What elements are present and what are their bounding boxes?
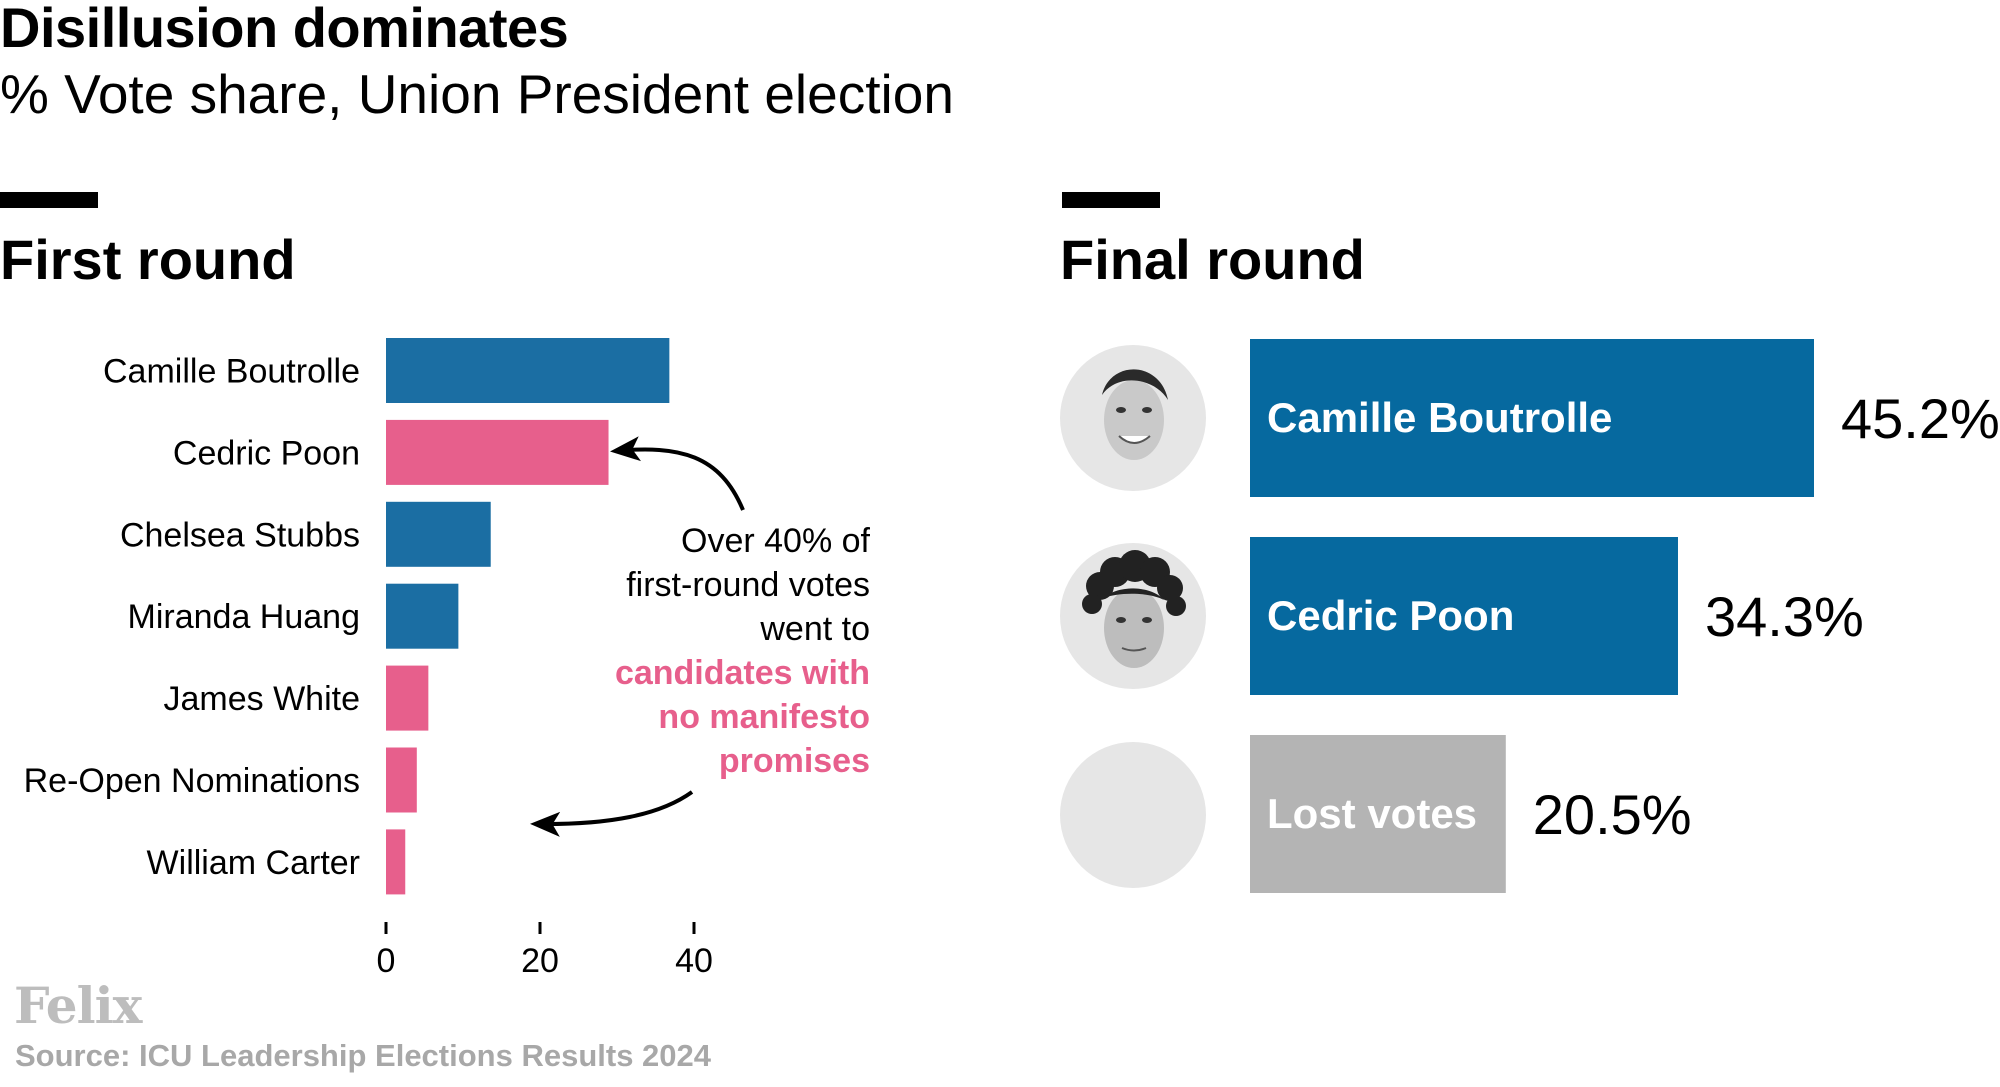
- annotation-line-3: went to: [759, 610, 870, 648]
- final-round-bar-label: Camille Boutrolle: [1267, 394, 1612, 441]
- first-round-bars: [386, 338, 670, 895]
- first-round-bar: [386, 665, 429, 731]
- final-round-bar-label: Cedric Poon: [1267, 592, 1514, 639]
- annotation-line-1: Over 40% of: [681, 522, 871, 560]
- final-round-bar-label: Lost votes: [1267, 790, 1477, 837]
- x-tick-label: 20: [521, 942, 559, 980]
- final-round-value-label: 34.3%: [1705, 585, 1864, 648]
- first-round-category-label: William Carter: [147, 844, 360, 882]
- final-round-title: Final round: [1060, 228, 1365, 291]
- source-note: Source: ICU Leadership Elections Results…: [15, 1038, 712, 1073]
- first-round-category-label: James White: [164, 680, 361, 718]
- chart-subtitle: % Vote share, Union President election: [0, 63, 954, 125]
- final-round-value-label: 20.5%: [1533, 783, 1692, 846]
- x-tick-label: 40: [675, 942, 713, 980]
- annotation-text: Over 40% of first-round votes went to ca…: [615, 522, 871, 780]
- empty-avatar-icon: [1060, 742, 1206, 888]
- man-face-photo-icon: [1060, 543, 1206, 689]
- first-round-title: First round: [0, 228, 296, 291]
- final-round-bar: [1250, 735, 1506, 893]
- chart-title: Disillusion dominates: [0, 0, 569, 59]
- annotation-highlight-2: no manifesto: [658, 698, 870, 736]
- x-tick-label: 0: [377, 942, 396, 980]
- final-round-bar: [1250, 537, 1678, 695]
- first-round-chart: Camille Boutrolle Cedric Poon Chelsea Stub…: [24, 338, 871, 980]
- first-round-x-axis: 0 20 40: [377, 922, 713, 980]
- first-round-category-label: Re-Open Nominations: [24, 762, 360, 800]
- final-round-chart: Camille Boutrolle 45.2% Cedric Poon 34.3% Lo…: [1060, 339, 2000, 893]
- first-round-category-label: Miranda Huang: [128, 598, 360, 636]
- annotation-highlight-3: promises: [719, 742, 870, 780]
- first-round-bar: [386, 501, 491, 567]
- first-round-bar: [386, 583, 459, 649]
- annotation-arrow-top: [610, 436, 745, 511]
- final-round-value-label: 45.2%: [1841, 387, 2000, 450]
- first-round-bar: [386, 747, 417, 813]
- annotation-highlight-1: candidates with: [615, 654, 870, 692]
- first-round-rule: [0, 192, 98, 208]
- first-round-bar: [386, 829, 406, 895]
- first-round-category-label: Chelsea Stubbs: [120, 516, 360, 554]
- final-round-rule: [1062, 192, 1160, 208]
- first-round-category-labels: Camille Boutrolle Cedric Poon Chelsea Stub…: [24, 353, 360, 882]
- first-round-category-label: Camille Boutrolle: [103, 353, 360, 391]
- first-round-bar: [386, 419, 609, 485]
- final-round-bar: [1250, 339, 1814, 497]
- annotation-arrow-bottom: [530, 790, 694, 837]
- felix-logo: Felix: [14, 976, 142, 1035]
- first-round-category-label: Cedric Poon: [173, 434, 360, 472]
- annotation-line-2: first-round votes: [626, 566, 870, 604]
- final-round-bars: Camille Boutrolle 45.2% Cedric Poon 34.3% Lo…: [1250, 339, 2000, 893]
- first-round-bar: [386, 338, 670, 403]
- woman-face-photo-icon: [1060, 345, 1206, 491]
